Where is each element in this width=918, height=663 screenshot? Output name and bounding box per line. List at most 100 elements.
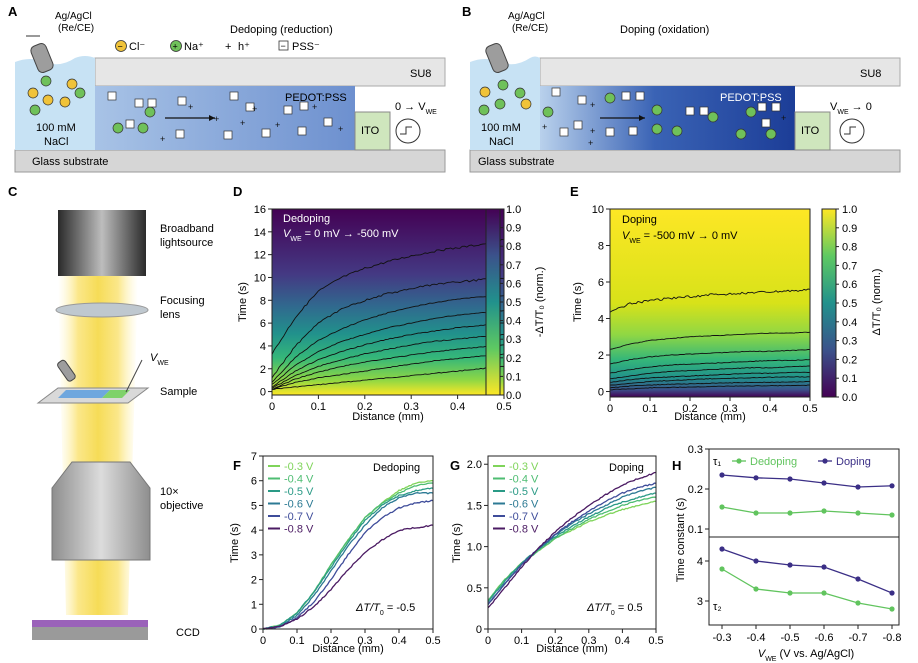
panel-h-letter: H	[672, 458, 681, 473]
g-series-line	[487, 471, 657, 609]
electrode-b-label-2: (Re/CE)	[512, 23, 548, 34]
ion-field-b: + + + + +	[478, 79, 786, 148]
contour-e	[610, 359, 810, 374]
e-cbtick-label: 0.9	[842, 223, 857, 235]
e-ytick-label: 6	[598, 277, 604, 289]
panel-h: H -0.3 -0.4 -0.5 -0.6 -0.7 -0.8 0.1 0.2 0.3 Dedop…	[672, 444, 901, 663]
ito-contact	[354, 111, 391, 151]
contour-d	[272, 310, 504, 385]
contour-e	[610, 349, 810, 365]
f-ytick-label: 7	[251, 451, 257, 463]
h-top-point	[787, 510, 793, 516]
h-top-point	[719, 504, 725, 510]
electrode-label-2: (Re/CE)	[58, 23, 94, 34]
f-xtick-label: 0.1	[289, 635, 304, 647]
d-xtick-label: 0.3	[404, 401, 419, 413]
title-d: Dedoping	[283, 213, 330, 225]
g-series-line	[487, 492, 656, 603]
subtitle-d: VWE = 0 mV → -500 mV	[283, 228, 399, 243]
g-legend-label: -0.8 V	[509, 524, 539, 536]
h-bottom-point	[855, 576, 861, 582]
d-ytick-label: 10	[254, 272, 266, 284]
electrolyte-line1: 100 mM	[36, 122, 76, 134]
d-xtick-label: 0.5	[496, 401, 511, 413]
tau1-label: τ₁	[713, 456, 721, 468]
h-top-point	[855, 484, 861, 490]
f-ytick-label: 4	[251, 525, 257, 537]
panel-a-letter: A	[8, 4, 18, 19]
h-bottom-point	[855, 600, 861, 606]
g-legend-label: -0.6 V	[509, 499, 539, 511]
g-legend-label: -0.7 V	[509, 511, 539, 523]
svg-text:+: +	[252, 104, 257, 114]
panel-a-title: Dedoping (reduction)	[230, 24, 333, 36]
g-ytick-label: 2.0	[467, 459, 482, 471]
e-ytick-label: 2	[598, 350, 604, 362]
e-xtick-label: 0.5	[802, 403, 817, 415]
svg-text:+: +	[781, 113, 786, 123]
h-xtick-label: -0.7	[849, 632, 868, 644]
h-bottom-point	[821, 590, 827, 596]
e-xtick-label: 0	[607, 403, 613, 415]
svg-text:+: +	[240, 118, 245, 128]
film-label-b: PEDOT:PSS	[720, 92, 782, 104]
title-e: Doping	[622, 214, 657, 226]
panel-f-letter: F	[233, 458, 241, 473]
e-cbtick-label: 0.1	[842, 373, 857, 385]
h-xtick-label: -0.5	[781, 632, 800, 644]
contour-d	[272, 334, 504, 389]
h-top-point	[855, 510, 861, 516]
contours-e	[610, 288, 810, 391]
sodium-icon	[170, 40, 182, 52]
g-legend-label: -0.3 V	[509, 461, 539, 473]
colorbar-e	[821, 208, 837, 398]
subtitle-e: VWE = -500 mV → 0 mV	[622, 230, 738, 245]
h-xtick-label: -0.8	[883, 632, 902, 644]
e-cbtick-label: 1.0	[842, 204, 857, 216]
voltage-label-a: 0 → VWE	[395, 101, 437, 116]
g-xtick-label: 0.3	[581, 635, 596, 647]
svg-text:+: +	[588, 138, 593, 148]
h-top-point	[821, 508, 827, 514]
electrolyte-b-line2: NaCl	[489, 136, 513, 148]
ion-field: + + + + + + + +	[27, 75, 343, 144]
title-g: Doping	[609, 462, 644, 474]
pss-icon	[278, 40, 289, 51]
svg-text:+: +	[275, 120, 280, 130]
f-ytick-label: 0	[251, 624, 257, 636]
d-ytick-label: 12	[254, 250, 266, 262]
glass-label-a: Glass substrate	[32, 156, 108, 168]
e-cbtick-label: 0.4	[842, 317, 857, 329]
contour-d	[272, 277, 504, 379]
ccd-pixels	[32, 620, 148, 627]
annotation-g: ΔT/T0 = 0.5	[586, 602, 643, 617]
d-cbtick-label: 0.5	[506, 297, 521, 309]
h-xtick-label: -0.6	[815, 632, 834, 644]
g-xtick-label: 0	[485, 635, 491, 647]
contour-e	[610, 288, 810, 313]
e-xtick-label: 0.4	[762, 403, 777, 415]
legend-h: h⁺	[238, 41, 250, 53]
ito-label-a: ITO	[361, 125, 380, 137]
h-top-series-line	[721, 474, 893, 488]
voltage-source-icon	[395, 118, 421, 144]
heatmap-d	[272, 209, 504, 395]
h-legend-label: Dedoping	[750, 456, 797, 468]
h-bottom-point	[719, 546, 725, 552]
glass-label-b: Glass substrate	[478, 156, 554, 168]
h-bottom-point	[821, 564, 827, 570]
h-xtick-label: -0.4	[747, 632, 766, 644]
label-ccd: CCD	[176, 627, 200, 639]
f-legend-label: -0.6 V	[284, 499, 314, 511]
electrolyte	[15, 56, 95, 150]
contour-d	[272, 322, 504, 388]
h-top-point	[889, 512, 895, 518]
xlabel-g: Distance (mm)	[536, 643, 608, 655]
e-xtick-label: 0.3	[722, 403, 737, 415]
h-top-ytick-label: 0.3	[688, 444, 703, 456]
h-legend-label: Doping	[836, 456, 871, 468]
label-sample: Sample	[160, 386, 197, 398]
title-f: Dedoping	[373, 462, 420, 474]
contour-d	[272, 353, 504, 390]
ylabel-f: Time (s)	[229, 523, 241, 563]
